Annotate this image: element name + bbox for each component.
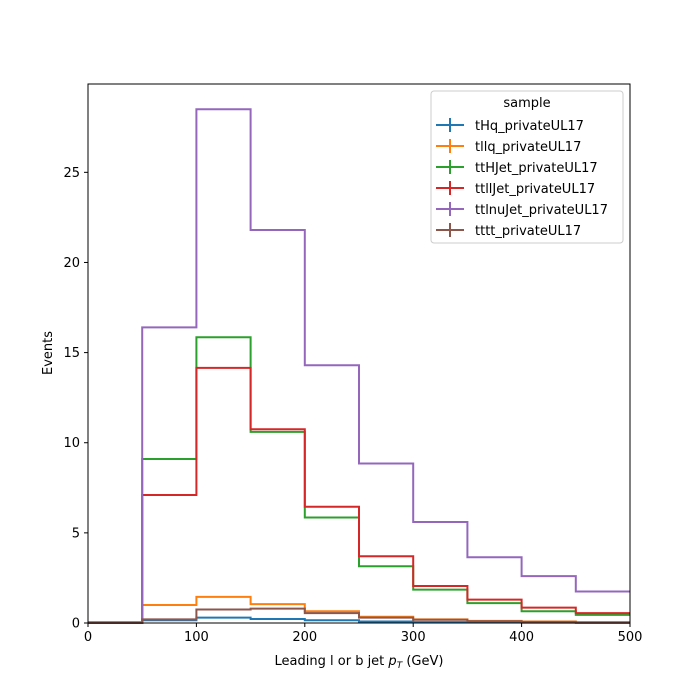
y-tick-label: 20 bbox=[63, 256, 80, 271]
x-tick-label: 0 bbox=[84, 630, 92, 645]
y-tick-label: 0 bbox=[72, 617, 80, 632]
x-tick-label: 500 bbox=[618, 630, 643, 645]
x-axis-ticks: 0 100 200 300 400 500 bbox=[84, 623, 643, 645]
x-tick-label: 400 bbox=[509, 630, 534, 645]
y-tick-label: 5 bbox=[72, 526, 80, 541]
legend-entry-ttllJet_privateUL17: ttllJet_privateUL17 bbox=[436, 181, 595, 197]
legend-entry-ttlnuJet_privateUL17: ttlnuJet_privateUL17 bbox=[436, 202, 608, 218]
legend-label: ttHJet_privateUL17 bbox=[475, 161, 598, 176]
x-tick-label: 300 bbox=[401, 630, 426, 645]
legend-label: ttllJet_privateUL17 bbox=[475, 182, 595, 197]
legend-title: sample bbox=[503, 96, 550, 111]
series-line-tttt_privateUL17 bbox=[88, 607, 630, 624]
series-line-ttlnuJet_privateUL17 bbox=[88, 108, 630, 624]
y-tick-label: 15 bbox=[63, 346, 80, 361]
legend-box bbox=[430, 90, 624, 244]
legend-label: ttlnuJet_privateUL17 bbox=[475, 203, 608, 218]
series-line-ttllJet_privateUL17 bbox=[88, 366, 630, 624]
legend-entry-tttt_privateUL17: tttt_privateUL17 bbox=[436, 223, 581, 239]
legend-entry-tHq_privateUL17: tHq_privateUL17 bbox=[436, 118, 584, 134]
legend-label: tHq_privateUL17 bbox=[475, 119, 584, 134]
series-layer bbox=[88, 108, 630, 624]
x-tick-label: 100 bbox=[184, 630, 209, 645]
legend-items: tHq_privateUL17 tllq_privateUL17 ttHJet_pr… bbox=[436, 118, 608, 239]
legend: sample tHq_privateUL17 tllq_privateUL17tt… bbox=[430, 90, 624, 244]
plot-frame bbox=[87, 83, 631, 624]
y-tick-label: 10 bbox=[63, 436, 80, 451]
legend-entry-tllq_privateUL17: tllq_privateUL17 bbox=[436, 139, 581, 155]
legend-label: tttt_privateUL17 bbox=[475, 224, 581, 239]
y-axis-label: Events bbox=[41, 331, 56, 375]
y-axis-ticks: 0 5 10 15 20 25 bbox=[63, 166, 88, 632]
x-axis-label: Leading l or b jet pT (GeV) bbox=[275, 654, 444, 671]
legend-entry-ttHJet_privateUL17: ttHJet_privateUL17 bbox=[436, 160, 598, 176]
legend-label: tllq_privateUL17 bbox=[475, 140, 581, 155]
x-tick-label: 200 bbox=[292, 630, 317, 645]
y-tick-label: 25 bbox=[63, 166, 80, 181]
